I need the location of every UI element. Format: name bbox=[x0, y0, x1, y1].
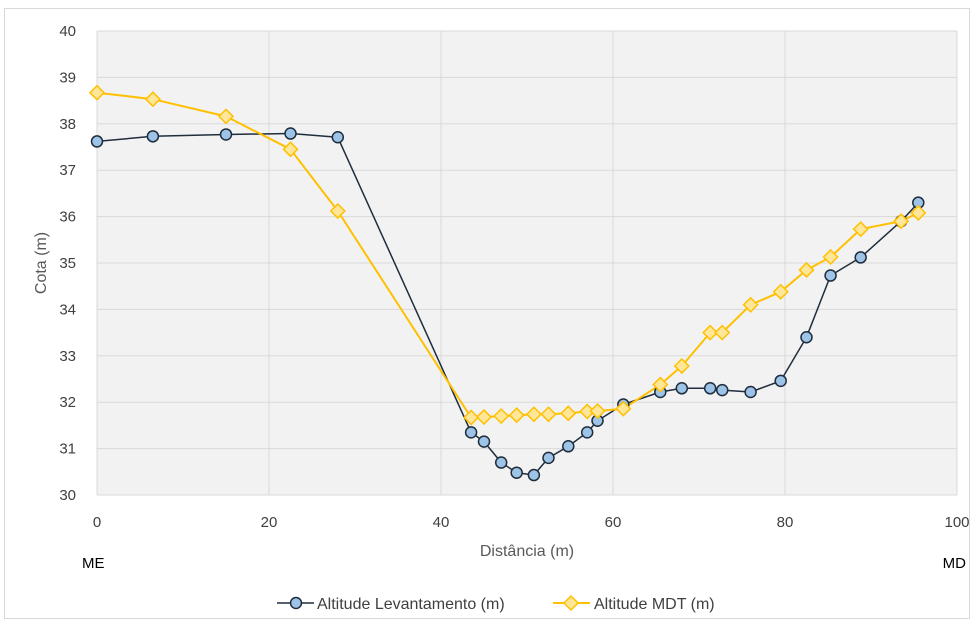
y-tick-label: 30 bbox=[59, 487, 76, 504]
x-tick-label: 100 bbox=[944, 514, 969, 531]
point-levantamento bbox=[854, 251, 867, 264]
point-levantamento bbox=[703, 382, 717, 395]
point-mdt bbox=[282, 141, 299, 158]
y-axis-title: Cota (m) bbox=[33, 232, 50, 294]
point-mdt bbox=[652, 376, 669, 393]
point-mdt bbox=[822, 248, 839, 266]
x-tick-label: 80 bbox=[777, 514, 794, 531]
point-mdt bbox=[560, 405, 577, 422]
point-mdt bbox=[742, 296, 759, 313]
point-levantamento bbox=[494, 456, 508, 469]
point-levantamento bbox=[284, 127, 297, 140]
legend: Altitude Levantamento (m) Altitude MDT (… bbox=[277, 594, 715, 613]
right-bank-label: MD bbox=[943, 555, 966, 572]
y-tick-label: 37 bbox=[59, 162, 76, 179]
point-mdt bbox=[893, 213, 910, 230]
point-levantamento bbox=[744, 385, 757, 399]
legend-item-levantamento: Altitude Levantamento (m) bbox=[277, 596, 505, 613]
legend-circle-marker-icon bbox=[289, 596, 303, 610]
point-mdt bbox=[88, 84, 106, 101]
point-levantamento bbox=[715, 383, 729, 397]
legend-diamond-marker-icon bbox=[562, 594, 580, 612]
point-levantamento bbox=[331, 131, 345, 144]
y-tick-label: 40 bbox=[59, 23, 76, 40]
point-levantamento bbox=[824, 269, 837, 282]
point-mdt bbox=[493, 408, 510, 425]
x-tick-labels: 0 20 40 60 80 100 bbox=[93, 514, 970, 531]
point-levantamento bbox=[675, 382, 689, 395]
gridlines bbox=[96, 30, 958, 496]
point-mdt bbox=[772, 283, 789, 300]
point-mdt bbox=[910, 204, 927, 221]
point-levantamento bbox=[527, 468, 541, 482]
point-mdt bbox=[540, 406, 557, 423]
point-mdt bbox=[615, 400, 632, 417]
legend-item-mdt: Altitude MDT (m) bbox=[553, 594, 715, 613]
point-levantamento bbox=[477, 435, 491, 448]
x-tick-label: 20 bbox=[261, 514, 278, 531]
series-group bbox=[88, 84, 927, 482]
point-levantamento bbox=[580, 426, 594, 439]
point-levantamento bbox=[800, 330, 813, 344]
point-mdt bbox=[714, 324, 731, 341]
legend-label-mdt: Altitude MDT (m) bbox=[594, 596, 715, 613]
point-levantamento bbox=[219, 128, 233, 141]
point-levantamento bbox=[774, 374, 787, 388]
point-mdt bbox=[589, 402, 606, 420]
x-tick-label: 60 bbox=[605, 514, 622, 531]
x-axis-title: Distância (m) bbox=[480, 543, 574, 560]
point-mdt bbox=[144, 91, 161, 108]
y-tick-label: 34 bbox=[59, 301, 76, 318]
point-mdt bbox=[329, 202, 346, 220]
y-tick-label: 39 bbox=[59, 69, 76, 86]
y-tick-label: 38 bbox=[59, 116, 76, 133]
left-bank-label: ME bbox=[82, 555, 105, 572]
point-mdt bbox=[702, 324, 719, 341]
legend-label-levantamento: Altitude Levantamento (m) bbox=[317, 596, 505, 613]
point-levantamento bbox=[90, 135, 104, 148]
point-mdt bbox=[508, 407, 525, 424]
series-line-0 bbox=[96, 132, 919, 476]
y-tick-label: 35 bbox=[59, 255, 76, 272]
y-tick-labels: 30 31 32 33 34 35 36 37 38 39 40 bbox=[59, 23, 76, 504]
point-levantamento bbox=[464, 426, 478, 439]
y-tick-label: 31 bbox=[59, 441, 76, 458]
point-mdt bbox=[798, 261, 815, 279]
x-tick-label: 40 bbox=[433, 514, 450, 531]
point-mdt bbox=[525, 406, 542, 423]
x-tick-label: 0 bbox=[93, 514, 101, 531]
point-levantamento bbox=[562, 440, 575, 453]
point-levantamento bbox=[146, 130, 160, 143]
y-tick-label: 36 bbox=[59, 209, 76, 226]
point-levantamento bbox=[510, 466, 523, 479]
point-mdt bbox=[673, 357, 690, 375]
point-mdt bbox=[475, 408, 493, 426]
point-mdt bbox=[463, 409, 480, 426]
point-mdt bbox=[852, 221, 869, 238]
y-tick-label: 33 bbox=[59, 348, 76, 365]
point-levantamento bbox=[542, 451, 555, 465]
point-mdt bbox=[217, 108, 235, 125]
y-tick-label: 32 bbox=[59, 394, 76, 411]
